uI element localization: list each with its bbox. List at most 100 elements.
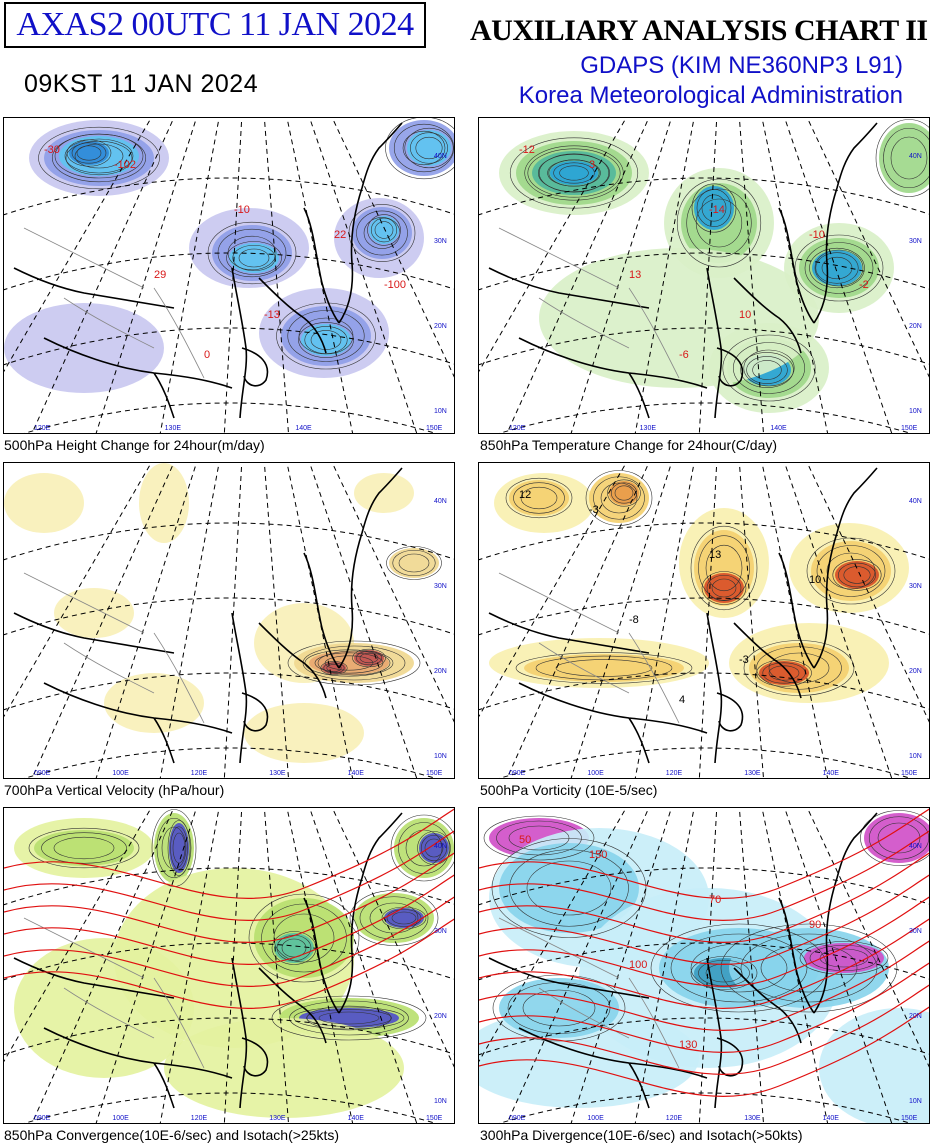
coastline <box>13 957 175 999</box>
contour-line <box>821 256 853 280</box>
contour-line <box>520 486 558 510</box>
field-value-label: 13 <box>629 269 641 281</box>
field-value-label: 130 <box>679 1039 697 1051</box>
coastline <box>733 622 802 699</box>
coastline <box>778 897 815 1014</box>
contour-line <box>547 159 601 187</box>
longitude-line <box>309 118 418 433</box>
field-value-label: 4 <box>679 694 685 706</box>
contour-line <box>359 652 379 664</box>
shaded-field-area <box>499 978 619 1038</box>
latitude-line <box>479 522 929 561</box>
latitude-line <box>4 672 454 711</box>
coastline <box>338 877 363 1014</box>
contour-line <box>756 646 842 690</box>
contour-line <box>287 640 421 686</box>
longitude-line <box>479 118 627 373</box>
contour-line <box>356 210 408 256</box>
map-svg: 40N 30N 20N 10N 090E 100E 120E 130E 140E 150E <box>4 808 454 1123</box>
shaded-field-area <box>229 243 279 273</box>
contour-line <box>323 662 345 674</box>
shaded-field-area <box>301 324 351 356</box>
contour-line <box>54 133 144 179</box>
longitude-label: 120E <box>509 425 526 432</box>
latitude-label: 30N <box>434 583 447 590</box>
contour-line <box>691 183 737 233</box>
latitude-label: 30N <box>434 928 447 935</box>
contour-line <box>386 546 442 580</box>
contour-line <box>402 130 446 166</box>
shaded-field-area <box>169 823 189 873</box>
latitude-line <box>4 177 454 216</box>
panel-850hpa-convergence: 40N 30N 20N 10N 090E 100E 120E 130E 140E 150E <box>3 807 455 1124</box>
contour-line <box>41 832 127 864</box>
coastline <box>153 1062 175 1109</box>
contour-line <box>298 322 354 358</box>
longitude-label: 140E <box>823 770 840 777</box>
contour-line <box>843 566 871 584</box>
coastline <box>628 372 650 419</box>
longitude-label: 090E <box>509 770 526 777</box>
longitude-label: 130E <box>744 770 761 777</box>
longitude-label: 120E <box>34 425 51 432</box>
contour-line <box>261 903 347 973</box>
border-line <box>23 917 145 979</box>
contour-line <box>398 553 430 573</box>
latitude-label: 10N <box>434 408 447 415</box>
longitude-line <box>263 808 289 1123</box>
coastline <box>706 267 723 419</box>
contour-line <box>238 248 270 268</box>
field-value-label: -10 <box>234 204 250 216</box>
contour-line <box>293 1006 405 1030</box>
border-line <box>63 642 155 694</box>
contour-line <box>391 911 417 925</box>
field-value-label: -30 <box>44 144 60 156</box>
latitude-label: 20N <box>434 668 447 675</box>
shaded-field-area <box>389 548 439 578</box>
latitude-line <box>479 327 929 366</box>
latitude-line <box>479 672 929 711</box>
shaded-field-area <box>694 186 734 230</box>
contour-line <box>740 933 878 1003</box>
contour-line <box>600 482 638 514</box>
latitude-label: 40N <box>434 153 447 160</box>
contour-line <box>508 825 570 851</box>
longitude-label: 100E <box>112 770 129 777</box>
shaded-field-area <box>407 130 451 166</box>
shaded-field-area <box>524 654 684 682</box>
longitude-label: 150E <box>901 770 918 777</box>
contour-line <box>676 178 762 268</box>
contour-line <box>832 559 882 591</box>
isotach-line <box>4 808 454 899</box>
border-line <box>23 572 145 634</box>
latitude-line <box>499 747 911 778</box>
field-value-label: 22 <box>334 229 346 241</box>
caption-850hpa-convergence: 850hPa Convergence(10E-6/sec) and Isotac… <box>4 1127 340 1143</box>
shaded-field-area <box>274 933 314 963</box>
longitude-label: 100E <box>587 770 604 777</box>
contour-line <box>705 544 743 592</box>
latitude-line <box>24 1092 436 1123</box>
latitude-label: 10N <box>434 753 447 760</box>
field-value-label: 10 <box>809 574 821 586</box>
latitude-label: 30N <box>434 238 447 245</box>
contour-line <box>374 221 394 239</box>
coastline <box>716 347 744 387</box>
contour-line <box>740 352 794 388</box>
latitude-label: 30N <box>909 238 922 245</box>
longitude-line <box>784 808 893 1123</box>
shaded-field-area <box>139 463 189 543</box>
longitude-line <box>263 463 289 778</box>
isotach-line <box>4 918 454 1009</box>
contour-line <box>515 652 693 684</box>
contour-line <box>799 941 889 975</box>
contour-line <box>76 145 102 161</box>
contour-line <box>695 198 743 248</box>
longitude-line <box>309 463 418 778</box>
longitude-line <box>159 463 220 778</box>
contour-line <box>553 162 595 184</box>
contour-line <box>370 217 398 243</box>
contour-line <box>875 119 929 197</box>
contour-line <box>304 326 348 354</box>
coastline <box>813 532 838 669</box>
